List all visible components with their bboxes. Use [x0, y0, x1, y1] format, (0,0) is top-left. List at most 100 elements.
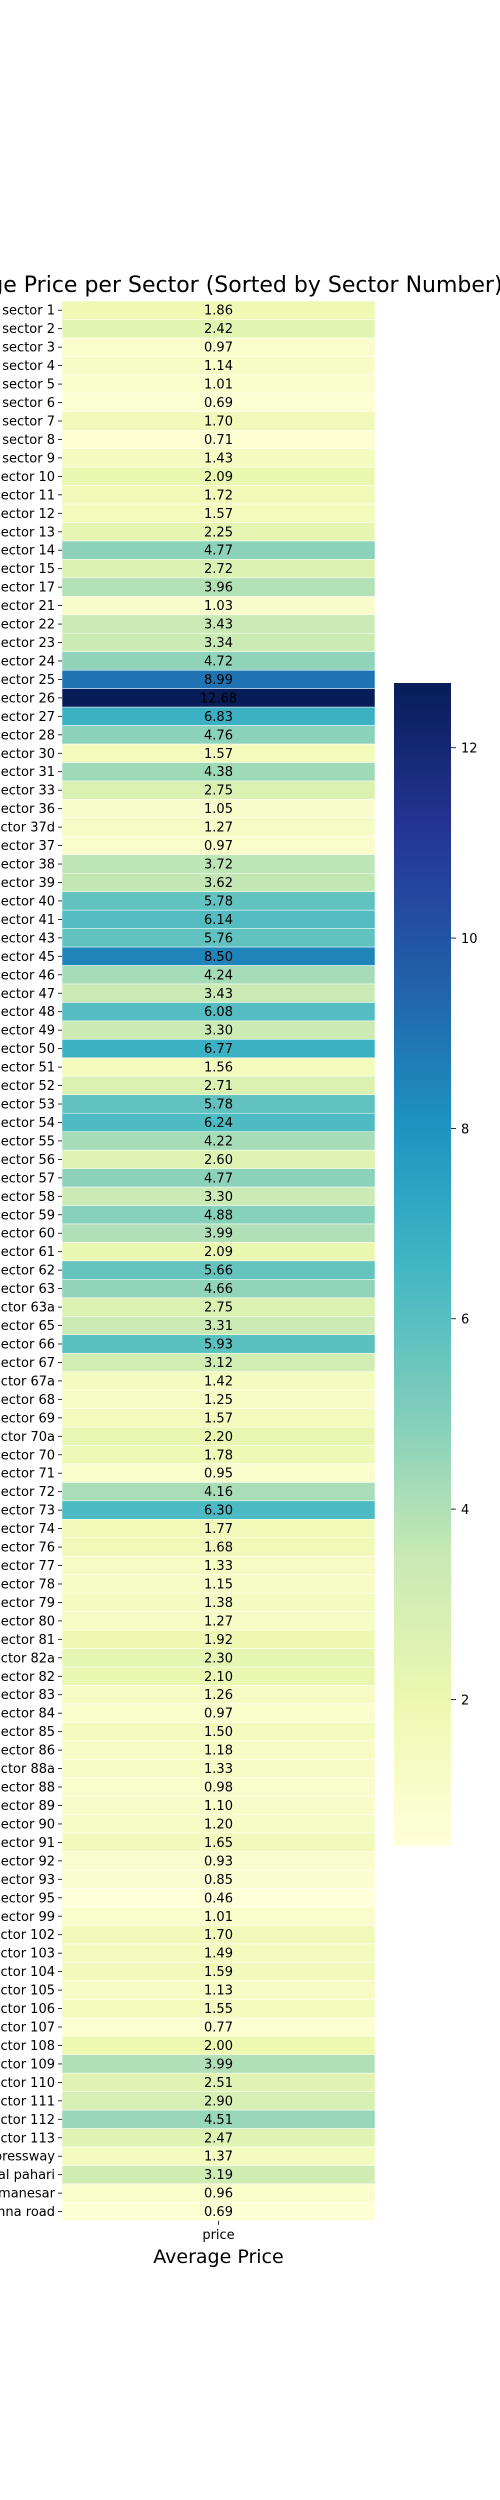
cell-value-label: 0.93 — [204, 1854, 233, 1869]
y-tick-label: sector 80 — [0, 1614, 55, 1629]
cell-value-label: 1.37 — [204, 2150, 233, 2165]
y-tick-label: sector 58 — [0, 1190, 55, 1205]
cell-value-label: 3.62 — [204, 876, 233, 891]
y-tick-label: sector 13 — [0, 525, 55, 540]
colorbar-tick-label: 2 — [461, 1693, 469, 1708]
y-tick-label: sector 52 — [0, 1079, 55, 1094]
cell-value-label: 1.33 — [204, 1762, 233, 1777]
cell-value-label: 3.31 — [204, 1319, 233, 1334]
y-tick-label: sector 67a — [0, 1374, 55, 1389]
cell-value-label: 3.34 — [204, 636, 233, 651]
cell-value-label: 5.66 — [204, 1264, 233, 1279]
cell-value-label: 3.43 — [204, 987, 233, 1002]
cell-value-label: 2.09 — [204, 470, 233, 485]
cell-value-label: 1.13 — [204, 1984, 233, 1999]
y-tick-label: sector 84 — [0, 1707, 55, 1722]
y-tick-label: sector 54 — [0, 1116, 55, 1131]
cell-value-label: 6.30 — [204, 1504, 233, 1519]
cell-value-label: 2.75 — [204, 784, 233, 799]
y-tick-label: sector 28 — [0, 728, 55, 743]
y-tick-label: sector 27 — [0, 710, 55, 725]
y-tick-label: sector 40 — [0, 894, 55, 909]
y-tick-label: sector 69 — [0, 1411, 55, 1426]
y-tick-label: sector 113 — [0, 2131, 55, 2146]
cell-value-label: 2.72 — [204, 562, 233, 577]
y-tick-label: sector 88a — [0, 1762, 55, 1777]
cell-value-label: 5.93 — [204, 1337, 233, 1352]
cell-value-label: 1.14 — [204, 359, 233, 374]
cell-value-label: 0.98 — [204, 1781, 233, 1796]
cell-value-label: 4.88 — [204, 1208, 233, 1223]
y-tick-label: sector 109 — [0, 2057, 55, 2072]
y-tick-label: sector 90 — [0, 1817, 55, 1832]
y-tick-label: sector 110 — [0, 2076, 55, 2091]
cell-value-label: 3.12 — [204, 1356, 233, 1371]
cell-value-label: 0.97 — [204, 839, 233, 854]
cell-value-label: 0.95 — [204, 1467, 233, 1482]
y-tick-label: sector 48 — [0, 1005, 55, 1020]
cell-value-label: 1.03 — [204, 599, 233, 614]
colorbar-tick-label: 8 — [461, 1122, 469, 1137]
cell-value-label: 2.42 — [204, 322, 233, 337]
cell-value-label: 0.69 — [204, 2205, 233, 2220]
y-tick-label: sector 59 — [0, 1208, 55, 1223]
y-tick-label: sector 63 — [0, 1282, 55, 1297]
cell-value-label: 2.75 — [204, 1301, 233, 1316]
cell-value-label: 5.78 — [204, 1098, 233, 1113]
cell-value-label: 1.01 — [204, 1910, 233, 1925]
cell-value-label: 1.68 — [204, 1541, 233, 1556]
y-tick-label: sector 105 — [0, 1984, 55, 1999]
cell-value-label: 2.90 — [204, 2094, 233, 2109]
cell-value-label: 0.97 — [204, 341, 233, 356]
y-tick-label: sector 21 — [0, 599, 55, 614]
y-tick-label: sector 7 — [2, 414, 55, 429]
y-tick-label: sector 62 — [0, 1264, 55, 1279]
y-tick-label: sector 43 — [0, 931, 55, 946]
y-tick-label: sector 74 — [0, 1522, 55, 1537]
cell-value-label: 1.86 — [204, 304, 233, 319]
cell-value-label: 4.38 — [204, 765, 233, 780]
cell-value-label: 2.00 — [204, 2039, 233, 2054]
y-tick-label: sector 112 — [0, 2113, 55, 2128]
y-tick-label: sector 102 — [0, 1928, 55, 1943]
cell-value-label: 0.77 — [204, 2021, 233, 2036]
cell-value-label: 1.65 — [204, 1836, 233, 1851]
cell-value-label: 3.43 — [204, 618, 233, 633]
y-tick-label: sector 14 — [0, 544, 55, 559]
cell-value-label: 0.46 — [204, 1891, 233, 1906]
colorbar: 2 4 6 8 10 12 — [394, 683, 478, 1846]
y-tick-label: sector 86 — [0, 1744, 55, 1759]
y-tick-label: gwal pahari — [0, 2168, 55, 2183]
cell-value-label: 1.49 — [204, 1947, 233, 1962]
cell-value-label: 2.51 — [204, 2076, 233, 2091]
cell-value-label: 2.09 — [204, 1245, 233, 1260]
cell-value-label: 12.68 — [200, 691, 237, 706]
y-tick-label: sector 31 — [0, 765, 55, 780]
y-tick-label: sector 91 — [0, 1836, 55, 1851]
y-tick-labels: sector 1 sector 2 sector 3 sector 4 sector 5… — [0, 304, 62, 2220]
cell-value-label: 2.30 — [204, 1651, 233, 1666]
y-tick-label: sector 81 — [0, 1633, 55, 1648]
y-tick-label: sector 1 — [2, 304, 55, 319]
y-tick-label: sector 82 — [0, 1670, 55, 1685]
y-tick-label: sector 71 — [0, 1467, 55, 1482]
y-tick-label: sector 30 — [0, 747, 55, 762]
y-tick-label: sector 38 — [0, 858, 55, 873]
y-tick-label: sector 22 — [0, 618, 55, 633]
y-tick-label: sector 106 — [0, 2002, 55, 2017]
cell-value-label: 1.92 — [204, 1633, 233, 1648]
y-tick-label: sector 82a — [0, 1651, 55, 1666]
y-tick-label: sector 70 — [0, 1448, 55, 1463]
cell-value-label: 0.96 — [204, 2187, 233, 2202]
y-tick-label: sector 15 — [0, 562, 55, 577]
y-tick-label: sector 78 — [0, 1577, 55, 1592]
cell-value-label: 1.27 — [204, 821, 233, 836]
y-tick-label: sector 55 — [0, 1134, 55, 1149]
cell-value-label: 6.83 — [204, 710, 233, 725]
y-tick-label: sector 67 — [0, 1356, 55, 1371]
y-tick-label: sector 37 — [0, 839, 55, 854]
cell-value-label: 3.19 — [204, 2168, 233, 2183]
cell-value-label: 4.24 — [204, 968, 233, 983]
cell-value-label: 0.97 — [204, 1707, 233, 1722]
